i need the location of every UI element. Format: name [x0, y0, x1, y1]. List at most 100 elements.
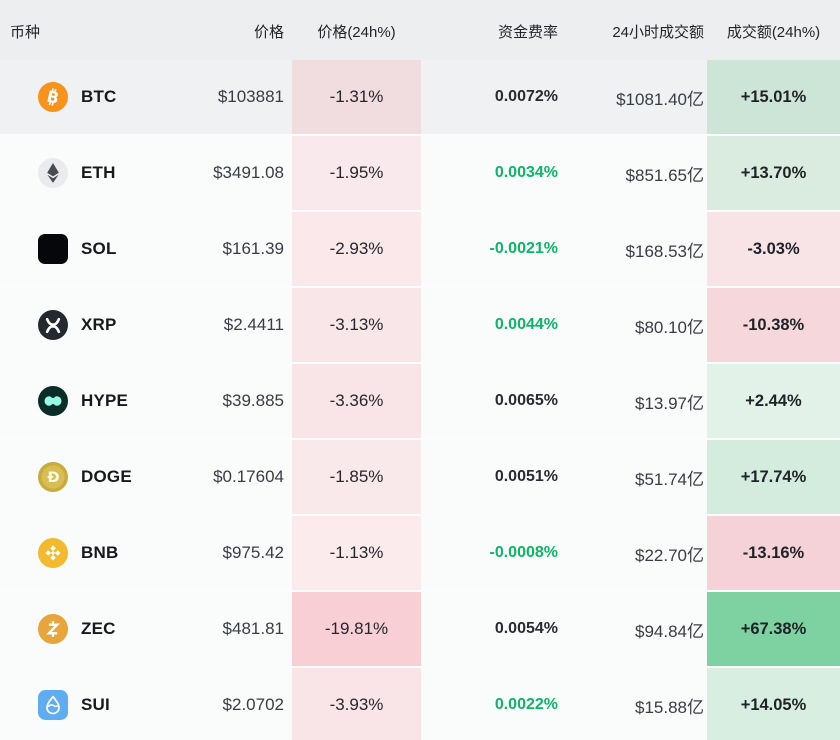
coin-cell: DOGE — [0, 462, 170, 492]
price-change-24h-value: -3.13% — [329, 315, 384, 334]
funding-rate-value: 0.0044% — [494, 316, 558, 333]
table-body: BTC $103881 -1.31% 0.0072% $1081.40亿 +15… — [0, 60, 840, 740]
coin-cell: SUI — [0, 690, 170, 720]
coin-cell: SOL — [0, 234, 170, 264]
volume-24h-value: $13.97亿 — [635, 393, 704, 413]
price-change-24h-value: -1.13% — [329, 543, 384, 562]
price-value: $3491.08 — [213, 163, 284, 182]
coin-cell: BTC — [0, 82, 170, 112]
price-value: $481.81 — [222, 619, 284, 638]
funding-rate-value: 0.0054% — [494, 620, 558, 637]
sui-icon — [38, 690, 68, 720]
volume-change-24h-value: +2.44% — [745, 391, 802, 410]
column-header-funding-rate: 资金费率 — [497, 23, 558, 41]
column-header-price-change: 价格(24h%) — [317, 23, 396, 41]
volume-change-24h-cell: -10.38% — [707, 288, 840, 362]
price-value: $39.885 — [222, 391, 284, 410]
table-row[interactable]: HYPE $39.885 -3.36% 0.0065% $13.97亿 +2.4… — [0, 364, 840, 438]
volume-change-24h-cell: +2.44% — [707, 364, 840, 438]
volume-change-24h-cell: -3.03% — [707, 212, 840, 286]
volume-24h-value: $1081.40亿 — [616, 89, 704, 109]
volume-change-24h-cell: +17.74% — [707, 440, 840, 514]
column-header-volume-24h: 24小时成交额 — [612, 23, 704, 41]
coin-cell: XRP — [0, 310, 170, 340]
funding-rate-value: 0.0034% — [494, 164, 558, 181]
price-change-24h-cell: -3.36% — [292, 364, 421, 438]
table-row[interactable]: SOL $161.39 -2.93% -0.0021% $168.53亿 -3.… — [0, 212, 840, 286]
volume-change-24h-value: +15.01% — [740, 87, 807, 106]
price-change-24h-value: -1.95% — [329, 163, 384, 182]
price-value: $103881 — [217, 87, 284, 106]
volume-change-24h-cell: +15.01% — [707, 60, 840, 134]
table-row[interactable]: XRP $2.4411 -3.13% 0.0044% $80.10亿 -10.3… — [0, 288, 840, 362]
hype-icon — [38, 386, 68, 416]
column-header-coin: 币种 — [10, 23, 41, 41]
coin-cell: HYPE — [0, 386, 170, 416]
coin-symbol: BNB — [81, 543, 119, 562]
volume-24h-value: $94.84亿 — [635, 621, 704, 641]
coin-symbol: ETH — [81, 163, 116, 182]
price-change-24h-value: -19.81% — [324, 619, 389, 638]
price-change-24h-cell: -1.13% — [292, 516, 421, 590]
price-change-24h-cell: -1.95% — [292, 136, 421, 210]
table-row[interactable]: ETH $3491.08 -1.95% 0.0034% $851.65亿 +13… — [0, 136, 840, 210]
price-value: $0.17604 — [213, 467, 284, 486]
coin-symbol: SUI — [81, 695, 110, 714]
volume-24h-value: $168.53亿 — [625, 241, 704, 261]
coin-symbol: HYPE — [81, 391, 129, 410]
price-value: $161.39 — [222, 239, 284, 258]
volume-change-24h-value: +67.38% — [740, 619, 807, 638]
sol-icon — [38, 234, 68, 264]
funding-rate-value: -0.0008% — [489, 544, 559, 561]
price-value: $2.0702 — [222, 695, 284, 714]
price-change-24h-cell: -2.93% — [292, 212, 421, 286]
table-row[interactable]: BNB $975.42 -1.13% -0.0008% $22.70亿 -13.… — [0, 516, 840, 590]
price-change-24h-value: -1.85% — [329, 467, 384, 486]
volume-change-24h-value: +14.05% — [740, 695, 807, 714]
funding-rate-value: 0.0022% — [494, 696, 558, 713]
price-change-24h-cell: -3.13% — [292, 288, 421, 362]
table-row[interactable]: DOGE $0.17604 -1.85% 0.0051% $51.74亿 +17… — [0, 440, 840, 514]
table-row[interactable]: BTC $103881 -1.31% 0.0072% $1081.40亿 +15… — [0, 60, 840, 134]
price-change-24h-cell: -3.93% — [292, 668, 421, 740]
price-value: $975.42 — [222, 543, 284, 562]
volume-24h-value: $51.74亿 — [635, 469, 704, 489]
price-change-24h-value: -2.93% — [329, 239, 384, 258]
volume-change-24h-value: +17.74% — [740, 467, 807, 486]
coin-cell: ETH — [0, 158, 170, 188]
funding-rate-value: 0.0051% — [494, 468, 558, 485]
volume-change-24h-cell: -13.16% — [707, 516, 840, 590]
coin-symbol: SOL — [81, 239, 117, 258]
volume-change-24h-value: -3.03% — [747, 239, 800, 258]
price-change-24h-value: -1.31% — [329, 87, 384, 106]
funding-rate-value: 0.0072% — [494, 88, 558, 105]
column-header-volume-change: 成交额(24h%) — [726, 23, 821, 41]
volume-change-24h-value: -13.16% — [742, 543, 805, 562]
volume-24h-value: $851.65亿 — [625, 165, 704, 185]
doge-icon — [38, 462, 68, 492]
coin-symbol: ZEC — [81, 619, 116, 638]
column-header-price: 价格 — [253, 23, 284, 41]
coin-symbol: XRP — [81, 315, 117, 334]
volume-change-24h-value: +13.70% — [740, 163, 807, 182]
price-change-24h-value: -3.93% — [329, 695, 384, 714]
coin-cell: ZEC — [0, 614, 170, 644]
price-change-24h-value: -3.36% — [329, 391, 384, 410]
funding-rate-value: -0.0021% — [489, 240, 559, 257]
volume-change-24h-cell: +67.38% — [707, 592, 840, 666]
volume-24h-value: $22.70亿 — [635, 545, 704, 565]
btc-icon — [38, 82, 68, 112]
coin-symbol: DOGE — [81, 467, 132, 486]
coin-symbol: BTC — [81, 87, 117, 106]
eth-icon — [38, 158, 68, 188]
table-header-row: 币种 价格 价格(24h%) 资金费率 24小时成交额 成交额(24h%) — [0, 0, 840, 60]
volume-change-24h-cell: +13.70% — [707, 136, 840, 210]
xrp-icon — [38, 310, 68, 340]
table-row[interactable]: ZEC $481.81 -19.81% 0.0054% $94.84亿 +67.… — [0, 592, 840, 666]
price-value: $2.4411 — [223, 315, 284, 334]
price-change-24h-cell: -1.31% — [292, 60, 421, 134]
table-row[interactable]: SUI $2.0702 -3.93% 0.0022% $15.88亿 +14.0… — [0, 668, 840, 740]
volume-change-24h-value: -10.38% — [742, 315, 805, 334]
price-change-24h-cell: -1.85% — [292, 440, 421, 514]
funding-rate-value: 0.0065% — [494, 392, 558, 409]
